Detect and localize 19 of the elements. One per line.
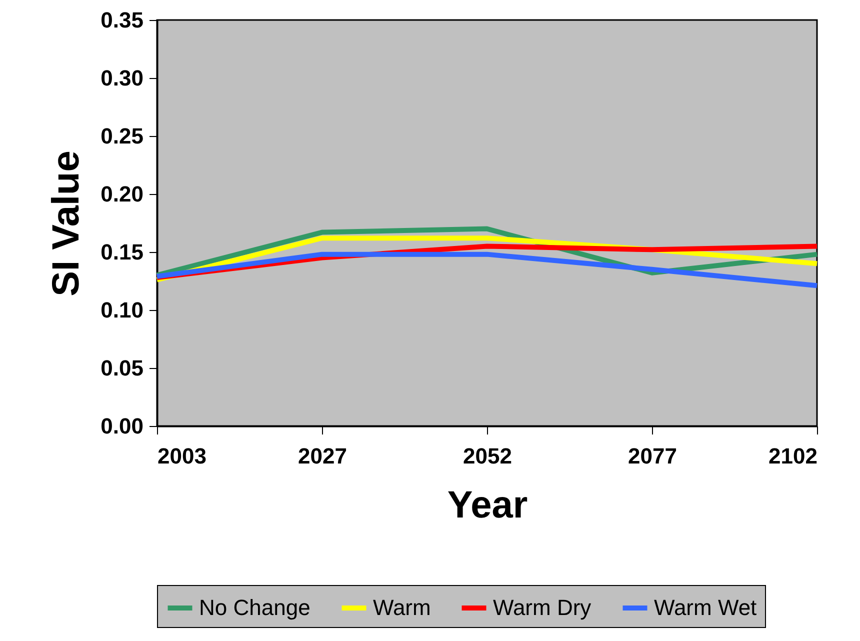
- x-tick-label: 2003: [158, 444, 206, 468]
- legend-label: Warm Dry: [493, 595, 592, 620]
- x-axis-title: Year: [447, 484, 528, 526]
- x-tick-label: 2102: [768, 444, 818, 468]
- x-tick-label: 2052: [463, 444, 512, 468]
- x-tick-label: 2027: [298, 444, 347, 468]
- legend-label: Warm Wet: [654, 595, 757, 620]
- legend-label: Warm: [373, 595, 431, 620]
- y-tick-label: 0.30: [100, 66, 144, 90]
- y-tick-label: 0.20: [100, 182, 144, 206]
- y-tick-label: 0.10: [100, 298, 144, 322]
- y-tick-label: 0.05: [100, 356, 144, 380]
- legend-label: No Change: [199, 595, 310, 620]
- y-tick-label: 0.15: [100, 240, 144, 264]
- y-axis-title: SI Value: [46, 150, 88, 296]
- y-tick-label: 0.35: [100, 8, 144, 32]
- x-tick-label: 2077: [628, 444, 677, 468]
- y-tick-label: 0.25: [100, 124, 144, 148]
- y-tick-label: 0.00: [100, 414, 144, 438]
